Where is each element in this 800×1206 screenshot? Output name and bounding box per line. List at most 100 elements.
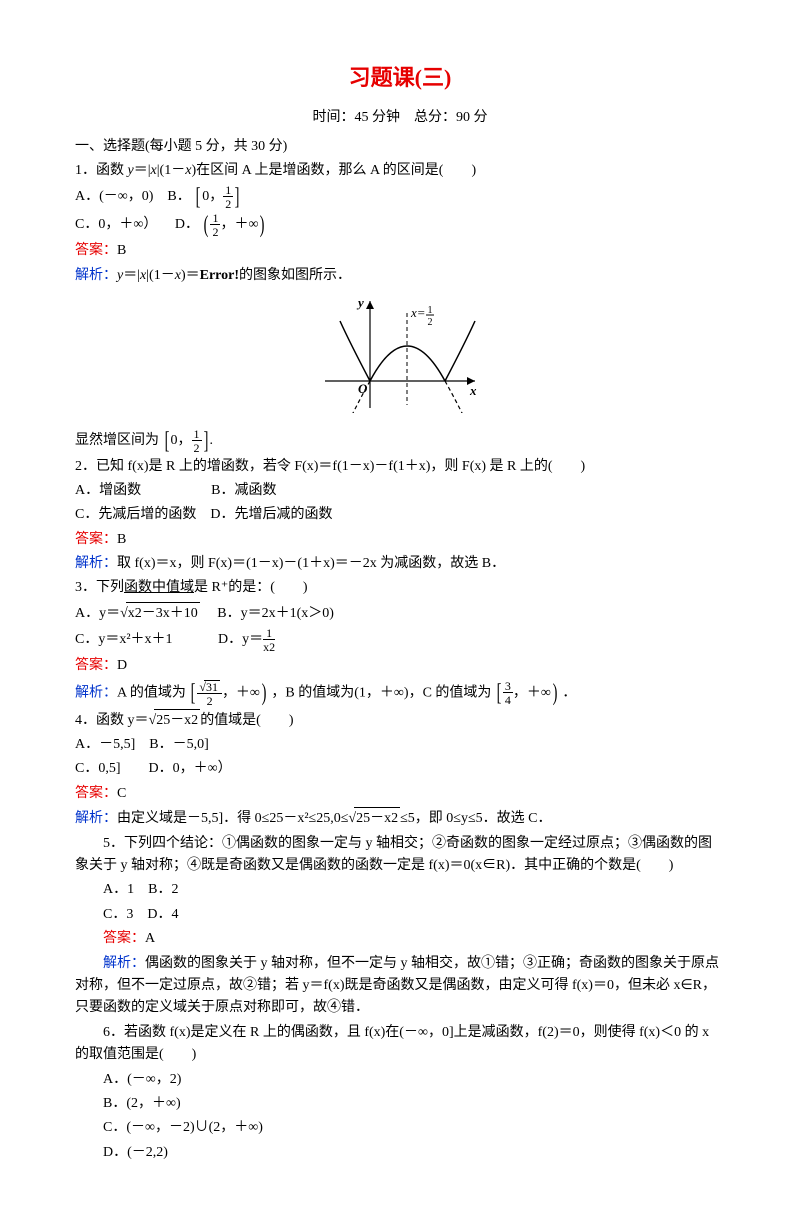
q1-after-graph: 显然增区间为 [0，12]. (75, 428, 725, 454)
q1-row1: A．(－∞，0) B． [0，12] (75, 184, 725, 210)
text: 是 R⁺的是：( ) (194, 580, 308, 595)
q3-ans: D (117, 658, 127, 673)
q1-ans: B (117, 243, 126, 258)
bracket-icon: ] (203, 432, 208, 450)
q6-optB: B．(2，＋∞) (75, 1093, 725, 1115)
q5-row2: C．3 D．4 (75, 904, 725, 926)
page-title: 习题课(三) (75, 60, 725, 95)
q3-optD-pre: D．y＝ (218, 632, 263, 647)
q4-optA: A．－5,5] (75, 737, 135, 752)
q3-optC: C．y＝x²＋x＋1 (75, 632, 173, 647)
q4-ans: C (117, 786, 126, 801)
radical: x2－3x＋10 (126, 602, 200, 625)
exam-meta: 时间：45 分钟 总分：90 分 (75, 107, 725, 129)
q1-answer: 答案：B (75, 240, 725, 262)
q5-row1: A．1 B．2 (75, 879, 725, 901)
analysis-label: 解析： (75, 811, 117, 826)
answer-label: 答案： (75, 786, 117, 801)
q5-optA: A．1 (103, 882, 134, 897)
q2-optB: B．减函数 (211, 483, 276, 498)
radical: 25－x2 (154, 709, 200, 732)
q2-answer: 答案：B (75, 529, 725, 551)
q3-row2: C．y＝x²＋x＋1 D．y＝1x2 (75, 627, 725, 653)
radical: 25－x2 (354, 807, 400, 830)
q5-optD: D．4 (147, 907, 178, 922)
text: ＝ (186, 268, 200, 283)
text: ≤5，即 0≤y≤5．故选 C． (400, 811, 551, 826)
q5-optC: C．3 (103, 907, 133, 922)
q5-analysis: 解析：偶函数的图象关于 y 轴对称，但不一定与 y 轴相交，故①错；③正确；奇函… (75, 953, 725, 1020)
q2-opts2: C．先减后增的函数 D．先增后减的函数 (75, 504, 725, 526)
q5-ans: A (145, 931, 155, 946)
q2-optC: C．先减后增的函数 (75, 507, 196, 522)
svg-text:2: 2 (428, 317, 433, 328)
analysis-label: 解析： (75, 685, 117, 700)
bracket-icon: ) (262, 684, 267, 702)
text: 的图象如图所示． (239, 268, 351, 283)
text: 在区间 A 上是增函数，那么 A 的区间是( ) (196, 163, 476, 178)
q4-row1: A．－5,5] B．－5,0] (75, 734, 725, 756)
q4-optD: D．0，＋∞） (149, 761, 232, 776)
q2-optA: A．增函数 (75, 483, 141, 498)
q5-stem: 5．下列四个结论：①偶函数的图象一定与 y 轴相交；②奇函数的图象一定经过原点；… (75, 833, 725, 878)
q3-optB: B．y＝2x＋1(x＞0) (217, 606, 334, 621)
q5-optB: B．2 (148, 882, 178, 897)
q2-ans: B (117, 532, 126, 547)
text: 函数中值域 (124, 580, 194, 595)
q1-optD-pre: D． (161, 218, 199, 233)
bracket-icon: ) (552, 684, 557, 702)
svg-text:x=: x= (410, 305, 426, 320)
q5-answer: 答案：A (75, 928, 725, 950)
bracket-icon: [ (497, 684, 502, 702)
q3-stem: 3．下列函数中值域是 R⁺的是：( ) (75, 577, 725, 599)
q4-optB: B．－5,0] (149, 737, 209, 752)
answer-label: 答案： (75, 243, 117, 258)
q1-stem: 1．函数 y＝|x|(1－x)在区间 A 上是增函数，那么 A 的区间是( ) (75, 160, 725, 182)
q1-optA: A．(－∞，0) B． (75, 190, 191, 205)
text: 的值域是( ) (200, 713, 293, 728)
q4-stem: 4．函数 y＝√25－x2的值域是( ) (75, 709, 725, 732)
svg-text:x: x (469, 383, 477, 398)
answer-label: 答案： (75, 532, 117, 547)
q4-analysis: 解析：由定义域是－5,5]．得 0≤25－x²≤25,0≤√25－x2≤5，即 … (75, 807, 725, 830)
q4-row2: C．0,5] D．0，＋∞） (75, 758, 725, 780)
text: 4．函数 y＝√ (75, 713, 156, 728)
q6-optC: C．(－∞，－2)∪(2，＋∞) (75, 1117, 725, 1139)
bracket-icon: [ (191, 684, 196, 702)
q3-row1: A．y＝√x2－3x＋10 B．y＝2x＋1(x＞0) (75, 602, 725, 625)
text: ，B 的值域为(1，＋∞)，C 的值域为 (271, 685, 491, 700)
q2-opts1: A．增函数 B．减函数 (75, 480, 725, 502)
bracket-icon: ) (260, 216, 265, 234)
svg-text:y: y (356, 295, 364, 310)
error-text: Error! (200, 268, 239, 283)
text: 3．下列 (75, 580, 124, 595)
q6-optA: A．(－∞，2) (75, 1069, 725, 1091)
q4-answer: 答案：C (75, 783, 725, 805)
svg-text:1: 1 (428, 305, 433, 316)
q6-optD: D．(－2,2) (75, 1142, 725, 1164)
q1-graph: O x y x= 1 2 (75, 293, 725, 421)
text: 显然增区间为 (75, 433, 159, 448)
q2-stem: 2．已知 f(x)是 R 上的增函数，若令 F(x)＝f(1－x)－f(1＋x)… (75, 456, 725, 478)
q4-optC: C．0,5] (75, 761, 121, 776)
text: 由定义域是－5,5]．得 0≤25－x²≤25,0≤√ (117, 811, 356, 826)
text: A 的值域为 (117, 685, 186, 700)
analysis-label: 解析： (103, 956, 145, 971)
q5-ana: 偶函数的图象关于 y 轴对称，但不一定与 y 轴相交，故①错；③正确；奇函数的图… (75, 956, 719, 1016)
bracket-icon: ] (235, 188, 240, 206)
q2-ana: 取 f(x)＝x，则 F(x)＝(1－x)－(1＋x)＝－2x 为减函数，故选 … (117, 556, 505, 571)
section-1-heading: 一、选择题(每小题 5 分，共 30 分) (75, 136, 725, 158)
answer-label: 答案： (75, 658, 117, 673)
analysis-label: 解析： (75, 556, 117, 571)
q1-optC: C．0，＋∞） (75, 218, 157, 233)
analysis-label: 解析： (75, 268, 117, 283)
text: 1．函数 (75, 163, 128, 178)
bracket-icon: [ (164, 432, 169, 450)
q2-optD: D．先增后减的函数 (210, 507, 332, 522)
q3-optA-pre: A．y＝√ (75, 606, 128, 621)
q1-analysis: 解析：y＝|x|(1－x)＝Error!的图象如图所示． (75, 265, 725, 287)
q3-analysis: 解析：A 的值域为 [√312，＋∞) ，B 的值域为(1，＋∞)，C 的值域为… (75, 680, 725, 707)
text: ． (562, 685, 576, 700)
q1-row2: C．0，＋∞） D． (12，＋∞) (75, 212, 725, 238)
bracket-icon: [ (196, 188, 201, 206)
